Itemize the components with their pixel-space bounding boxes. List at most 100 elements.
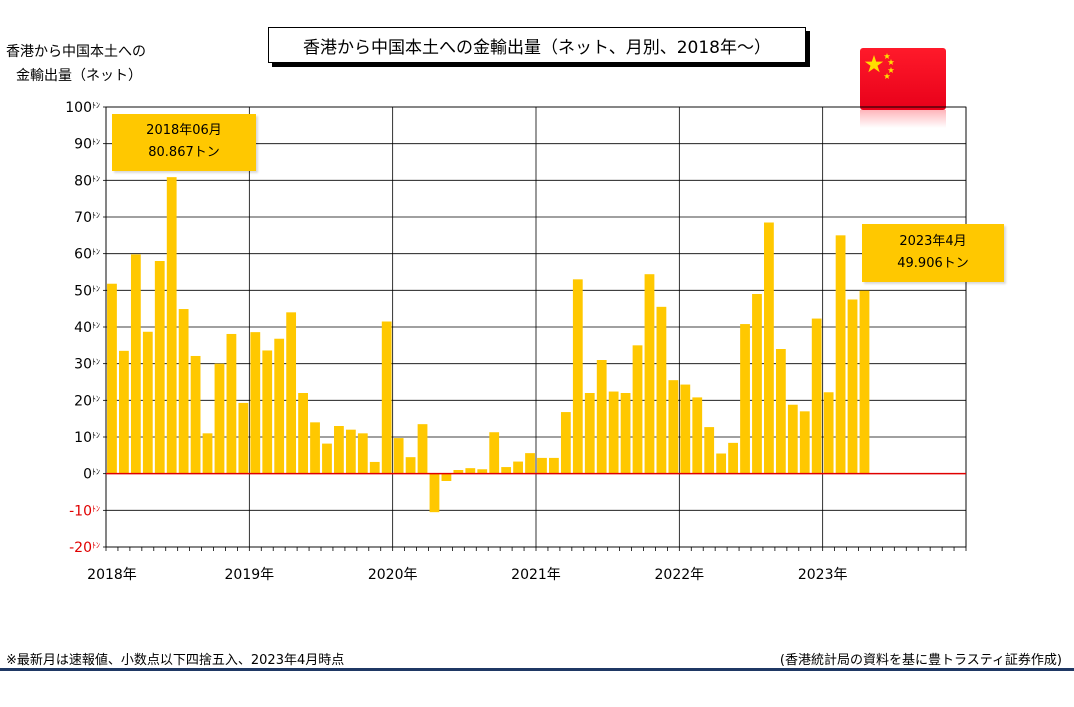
y-axis-label-line1: 香港から中国本土への (6, 44, 146, 60)
bar (692, 397, 703, 474)
bar (787, 404, 798, 474)
bar (835, 235, 846, 474)
bar (465, 468, 476, 474)
bar (429, 473, 440, 513)
bar (119, 350, 129, 474)
x-tick-label: 2021年 (511, 567, 561, 583)
bar (178, 309, 189, 474)
y-tick-label: 10ﾄﾝ (74, 430, 100, 446)
bar (716, 453, 727, 474)
bar (286, 312, 297, 474)
y-axis-label-line2: 金輸出量（ネット） (16, 68, 142, 84)
x-tick-labels: 2018年 2019年 2020年 2021年 2022年 2023年 (87, 567, 847, 583)
bar (250, 332, 261, 474)
bar (823, 392, 834, 474)
bar (728, 442, 738, 474)
china-flag-icon (860, 48, 946, 110)
bar (668, 380, 679, 474)
bar (560, 412, 571, 474)
flag-reflection (860, 110, 946, 128)
bar (847, 299, 858, 474)
bar (441, 473, 452, 481)
bar (238, 402, 249, 474)
bar (513, 461, 523, 474)
bar (549, 457, 559, 474)
bar (214, 363, 225, 474)
footnote: ※最新月は速報値、小数点以下四捨五入、2023年4月時点 (6, 653, 345, 668)
y-tick-label: 30ﾄﾝ (74, 357, 100, 373)
bar (166, 177, 177, 474)
chart-bars (107, 177, 870, 513)
bar (202, 433, 213, 474)
y-tick-label: 20ﾄﾝ (74, 393, 100, 409)
annotation-peak-value: 80.867トン (148, 145, 220, 160)
annotation-latest-date: 2023年4月 (899, 234, 967, 249)
x-tick-label: 2022年 (655, 567, 705, 583)
bar (620, 393, 631, 474)
bar (656, 306, 667, 474)
bar (608, 391, 619, 474)
bar (405, 457, 416, 474)
y-tick-label: 40ﾄﾝ (74, 320, 100, 336)
y-tick-label: -20ﾄﾝ (69, 540, 100, 556)
y-tick-label: -10ﾄﾝ (69, 503, 100, 519)
bar (226, 333, 237, 474)
x-tick-label: 2023年 (798, 567, 848, 583)
bar (525, 453, 535, 474)
y-tick-label: 60ﾄﾝ (74, 247, 100, 263)
bar (799, 411, 810, 474)
y-tick-label: 100ﾄﾝ (65, 100, 100, 116)
bar (393, 438, 404, 474)
y-tick-label: 50ﾄﾝ (74, 283, 100, 299)
bar (501, 467, 512, 474)
bar (345, 429, 356, 474)
bar (417, 424, 428, 474)
bar (537, 457, 547, 474)
bar (477, 469, 488, 474)
bar (572, 279, 583, 474)
source-note: (香港統計局の資料を基に豊トラスティ証券作成) (779, 653, 1062, 668)
y-tick-label: 90ﾄﾝ (74, 137, 100, 153)
bar (811, 318, 822, 474)
annotation-peak-date: 2018年06月 (146, 123, 222, 138)
bar (130, 254, 141, 474)
bar (274, 338, 285, 474)
bar (142, 331, 153, 474)
bar (644, 274, 655, 474)
x-tick-label: 2019年 (225, 567, 275, 583)
bar (489, 432, 500, 474)
y-tick-labels: 100ﾄﾝ 90ﾄﾝ 80ﾄﾝ 70ﾄﾝ 60ﾄﾝ 50ﾄﾝ 40ﾄﾝ 30ﾄﾝ 20ﾄﾝ 10ﾄ… (65, 100, 100, 556)
bar (740, 324, 750, 474)
x-tick-label: 2020年 (368, 567, 418, 583)
bar (764, 222, 774, 474)
chart-axes (103, 106, 967, 551)
x-tick-label: 2018年 (87, 567, 137, 583)
bar (298, 393, 308, 474)
bar (107, 283, 117, 474)
bar (859, 290, 870, 474)
bar (154, 261, 165, 474)
bar (262, 350, 273, 474)
bar (775, 349, 786, 474)
y-tick-label: 80ﾄﾝ (74, 173, 100, 189)
y-tick-label: 70ﾄﾝ (74, 210, 100, 226)
bar (381, 321, 392, 474)
bar (632, 345, 643, 474)
bar (334, 426, 344, 474)
bar (322, 443, 332, 474)
y-axis-label: 香港から中国本土への 金輸出量（ネット） (6, 40, 166, 88)
bar (752, 294, 762, 474)
bar (369, 461, 380, 474)
bar (310, 422, 320, 474)
y-tick-label: 0ﾄﾝ (83, 467, 100, 483)
annotation-peak: 2018年06月 80.867トン (112, 114, 256, 171)
bar (704, 427, 715, 474)
bottom-rule (0, 668, 1074, 671)
annotation-latest-value: 49.906トン (897, 256, 969, 271)
chart-title: 香港から中国本土への金輸出量（ネット、月別、2018年～） (268, 27, 806, 63)
bar (357, 433, 368, 474)
bar (596, 360, 607, 474)
bar (584, 393, 595, 474)
bar (453, 470, 464, 474)
